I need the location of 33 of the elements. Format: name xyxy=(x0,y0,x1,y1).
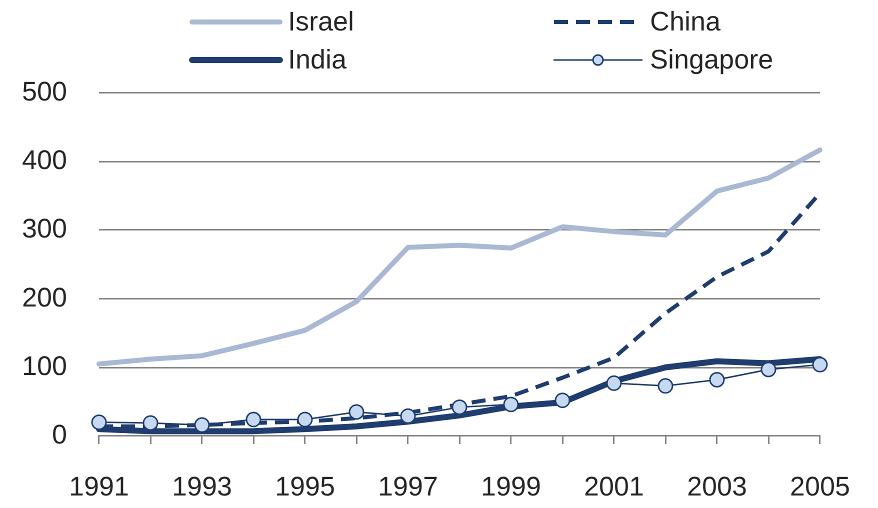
point xyxy=(348,404,364,420)
x-tick-label: 1993 xyxy=(172,472,232,502)
point xyxy=(452,399,468,415)
y-tick-label: 500 xyxy=(22,76,67,106)
y-tick-label: 300 xyxy=(22,214,67,244)
point xyxy=(812,356,828,372)
point xyxy=(658,378,674,394)
x-tick-label: 1999 xyxy=(480,472,542,502)
x-tick-label: 2003 xyxy=(686,472,748,502)
y-tick-label: 200 xyxy=(22,282,67,312)
legend-label: India xyxy=(288,44,348,74)
point xyxy=(400,408,416,424)
point xyxy=(503,396,519,412)
point xyxy=(194,417,210,433)
y-tick-label: 400 xyxy=(22,145,67,176)
point xyxy=(606,375,622,391)
legend-label: China xyxy=(650,6,722,36)
point xyxy=(246,412,262,428)
legend-label: Israel xyxy=(288,6,354,36)
point xyxy=(91,414,107,430)
point xyxy=(709,372,725,388)
x-tick-label: 1991 xyxy=(68,472,130,502)
point xyxy=(142,415,158,431)
x-tick-label: 2005 xyxy=(790,472,850,502)
point xyxy=(554,392,570,408)
point xyxy=(760,362,776,378)
x-tick-label: 2001 xyxy=(584,472,644,502)
x-tick-label: 1995 xyxy=(274,472,336,502)
x-tick-label: 1997 xyxy=(378,472,438,502)
point xyxy=(297,412,313,428)
y-tick-label: 100 xyxy=(22,350,67,381)
y-tick-label: 0 xyxy=(52,419,67,450)
legend-label: Singapore xyxy=(650,44,774,74)
